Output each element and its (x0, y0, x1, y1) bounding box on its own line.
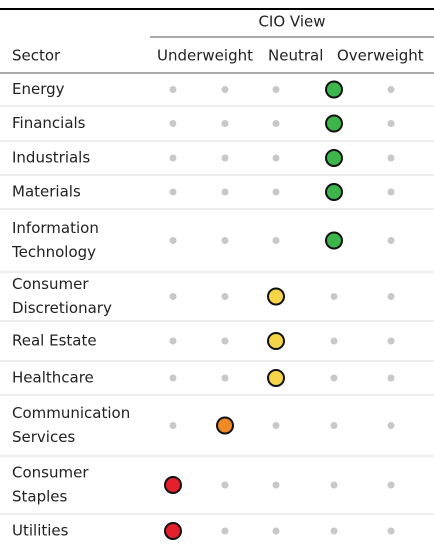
empty-dot (169, 154, 177, 162)
empty-dot (221, 481, 229, 489)
rating-circle (325, 183, 343, 201)
rating-circle (325, 114, 343, 133)
empty-dot (169, 422, 177, 429)
empty-dot (330, 527, 338, 535)
empty-dot (330, 337, 338, 345)
sector-name: Energy (12, 80, 65, 98)
sector-name: Healthcare (12, 369, 94, 387)
empty-dot (221, 374, 229, 382)
empty-dot (221, 293, 229, 300)
sector-name: Information (12, 219, 99, 237)
empty-dot (221, 188, 229, 196)
sector-name: Communication (12, 404, 130, 422)
sector-name: Consumer (12, 464, 89, 482)
empty-dot (387, 188, 395, 196)
column-header: Neutral (268, 47, 323, 65)
empty-dot (387, 237, 395, 244)
empty-dot (169, 337, 177, 345)
column-header: Overweight (337, 47, 424, 65)
empty-dot (387, 422, 395, 429)
empty-dot (272, 237, 280, 244)
sector-name: Real Estate (12, 332, 97, 350)
rating-circle (267, 369, 285, 387)
empty-dot (221, 86, 229, 93)
sector-name: Services (12, 428, 75, 446)
empty-dot (221, 120, 229, 127)
empty-dot (272, 188, 280, 196)
sector-name: Materials (12, 183, 81, 201)
sector-header: Sector (12, 47, 61, 65)
empty-dot (221, 237, 229, 244)
empty-dot (387, 337, 395, 345)
sector-name: Discretionary (12, 299, 112, 317)
sector-name: Financials (12, 114, 86, 132)
empty-dot (221, 527, 229, 535)
empty-dot (387, 154, 395, 162)
empty-dot (272, 481, 280, 489)
rating-circle (325, 80, 343, 99)
empty-dot (169, 120, 177, 127)
sector-name: Consumer (12, 275, 89, 293)
empty-dot (387, 293, 395, 300)
empty-dot (169, 188, 177, 196)
empty-dot (169, 237, 177, 244)
sector-name: Technology (11, 243, 96, 261)
empty-dot (169, 374, 177, 382)
sector-name: Industrials (12, 149, 90, 167)
rating-circle (164, 522, 182, 540)
rating-circle (325, 149, 343, 167)
sector-name: Staples (12, 488, 68, 506)
empty-dot (169, 293, 177, 300)
empty-dot (387, 374, 395, 382)
column-header: Underweight (157, 47, 253, 65)
empty-dot (272, 527, 280, 535)
empty-dot (169, 86, 177, 93)
empty-dot (272, 154, 280, 162)
sector-name: Utilities (12, 522, 69, 540)
empty-dot (387, 481, 395, 489)
empty-dot (330, 293, 338, 300)
empty-dot (221, 337, 229, 345)
rating-circle (267, 332, 285, 350)
empty-dot (387, 86, 395, 93)
empty-dot (272, 422, 280, 429)
empty-dot (272, 86, 280, 93)
rating-circle (267, 287, 285, 306)
group-header: CIO View (258, 13, 325, 31)
empty-dot (272, 120, 280, 127)
rating-circle (216, 416, 234, 435)
rating-circle (325, 231, 343, 250)
empty-dot (387, 527, 395, 535)
empty-dot (387, 120, 395, 127)
empty-dot (330, 374, 338, 382)
empty-dot (330, 422, 338, 429)
empty-dot (330, 481, 338, 489)
rating-circle (164, 476, 182, 494)
empty-dot (221, 154, 229, 162)
